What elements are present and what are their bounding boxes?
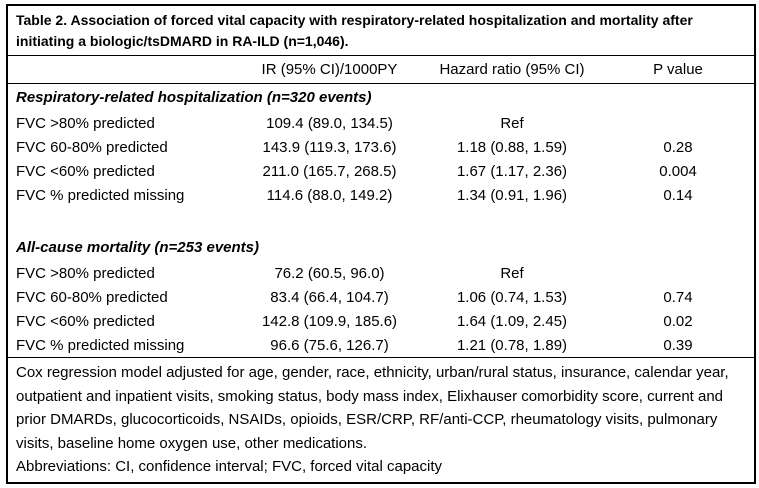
- section-header-row-mortality: All-cause mortality (n=253 events): [7, 234, 755, 262]
- table-2-container: Table 2. Association of forced vital cap…: [6, 4, 757, 484]
- p-value: 0.02: [663, 313, 693, 330]
- p-value: 0.004: [659, 163, 697, 180]
- row-label: FVC >80% predicted: [16, 115, 155, 132]
- row-label: FVC % predicted missing: [16, 187, 185, 204]
- header-ir: IR (95% CI)/1000PY: [237, 55, 422, 84]
- p-value: 0.14: [663, 187, 693, 204]
- table-row: FVC % predicted missing 114.6 (88.0, 149…: [7, 184, 755, 208]
- ir-value: 142.8 (109.9, 185.6): [261, 313, 398, 330]
- p-value: [602, 262, 755, 286]
- hazard-ratio-value: Ref: [500, 265, 524, 282]
- ir-value: 96.6 (75.6, 126.7): [270, 336, 389, 354]
- hazard-ratio-value: 1.34 (0.91, 1.96): [456, 187, 568, 204]
- row-label: FVC <60% predicted: [16, 313, 155, 330]
- row-label: FVC 60-80% predicted: [16, 289, 168, 306]
- table-row: FVC <60% predicted 142.8 (109.9, 185.6) …: [7, 310, 755, 334]
- hazard-ratio-value: 1.18 (0.88, 1.59): [456, 139, 568, 156]
- table-row: FVC <60% predicted 211.0 (165.7, 268.5) …: [7, 160, 755, 184]
- footnote-row: Cox regression model adjusted for age, g…: [7, 357, 756, 483]
- hazard-ratio-value: 1.64 (1.09, 2.45): [456, 313, 568, 330]
- hazard-ratio-value: Ref: [500, 115, 524, 132]
- p-value: 0.39: [663, 336, 693, 354]
- table-row: FVC 60-80% predicted 83.4 (66.4, 104.7) …: [7, 286, 755, 310]
- footnote-cell: Cox regression model adjusted for age, g…: [7, 357, 756, 483]
- header-empty-cell: [7, 55, 237, 84]
- table-title: Table 2. Association of forced vital cap…: [7, 5, 756, 56]
- table-row: FVC >80% predicted 76.2 (60.5, 96.0) Ref: [7, 262, 755, 286]
- p-value: 0.28: [663, 139, 693, 156]
- ir-value: 109.4 (89.0, 134.5): [266, 115, 393, 132]
- row-label: FVC <60% predicted: [16, 163, 155, 180]
- column-header-row: IR (95% CI)/1000PY Hazard ratio (95% CI)…: [7, 55, 756, 84]
- hazard-ratio-value: 1.67 (1.17, 2.36): [456, 163, 568, 180]
- section-header-mortality: All-cause mortality (n=253 events): [16, 239, 260, 256]
- section-header-hospitalization: Respiratory-related hospitalization (n=3…: [16, 89, 372, 107]
- association-table: Table 2. Association of forced vital cap…: [6, 4, 757, 484]
- header-hazard-ratio: Hazard ratio (95% CI): [422, 55, 602, 84]
- ir-value: 143.9 (119.3, 173.6): [262, 139, 397, 156]
- ir-value: 76.2 (60.5, 96.0): [274, 265, 385, 282]
- ir-value: 114.6 (88.0, 149.2): [266, 187, 393, 204]
- row-label: FVC 60-80% predicted: [16, 139, 168, 156]
- ir-value: 83.4 (66.4, 104.7): [270, 289, 389, 306]
- hazard-ratio-value: 1.21 (0.78, 1.89): [456, 336, 568, 354]
- table-row: FVC % predicted missing 96.6 (75.6, 126.…: [7, 334, 755, 358]
- section-spacer-row: [7, 208, 755, 234]
- table-row: FVC >80% predicted 109.4 (89.0, 134.5) R…: [7, 112, 755, 136]
- row-label: FVC % predicted missing: [16, 336, 185, 354]
- table-row: FVC 60-80% predicted 143.9 (119.3, 173.6…: [7, 136, 755, 160]
- section-header-row-hospitalization: Respiratory-related hospitalization (n=3…: [7, 84, 755, 112]
- p-value: 0.74: [663, 289, 693, 306]
- row-label: FVC >80% predicted: [16, 265, 155, 282]
- footnote-model-adjustments: Cox regression model adjusted for age, g…: [16, 364, 729, 452]
- hazard-ratio-value: 1.06 (0.74, 1.53): [456, 289, 568, 306]
- title-row: Table 2. Association of forced vital cap…: [7, 5, 756, 56]
- footnote-abbreviations: Abbreviations: CI, confidence interval; …: [16, 458, 443, 475]
- ir-value: 211.0 (165.7, 268.5): [262, 163, 397, 180]
- spacer-cell: [7, 208, 755, 234]
- header-p-value: P value: [602, 55, 756, 84]
- p-value: [602, 112, 755, 136]
